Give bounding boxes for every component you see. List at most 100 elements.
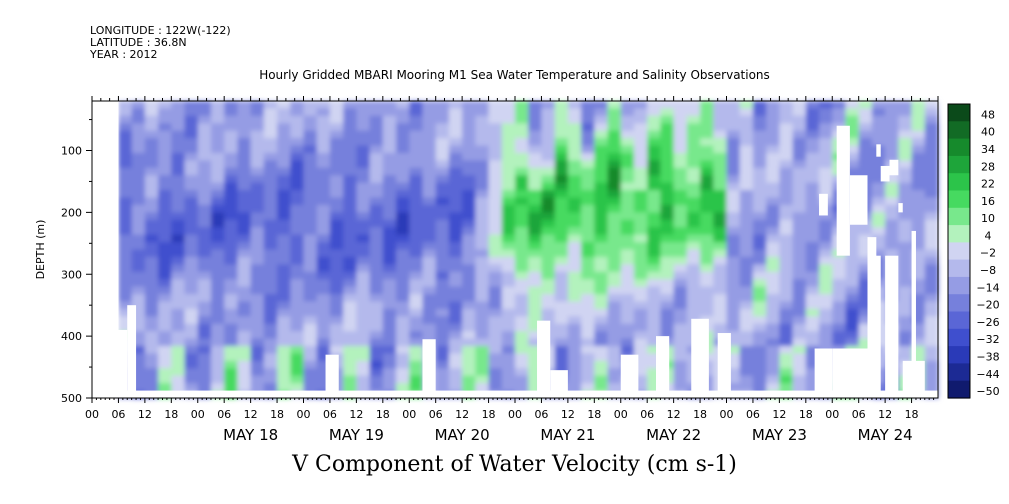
heatmap-cell bbox=[528, 219, 543, 228]
heatmap-cell bbox=[343, 108, 358, 117]
heatmap-cell bbox=[554, 360, 569, 370]
heatmap-cell bbox=[316, 167, 331, 176]
year-label: YEAR : 2012 bbox=[90, 48, 158, 61]
heatmap-cell bbox=[144, 375, 159, 384]
heatmap-cell bbox=[343, 360, 358, 370]
heatmap-cell bbox=[858, 108, 873, 117]
heatmap-cell bbox=[343, 167, 358, 176]
heatmap-cell bbox=[581, 323, 596, 332]
heatmap-cell bbox=[832, 323, 847, 332]
heatmap-cell bbox=[660, 219, 675, 228]
heatmap-cell bbox=[528, 264, 543, 273]
heatmap-cell bbox=[382, 167, 397, 176]
heatmap-cell bbox=[329, 279, 344, 288]
heatmap-cell bbox=[858, 227, 873, 236]
heatmap-cell bbox=[594, 182, 609, 191]
heatmap-cell bbox=[554, 271, 569, 280]
heatmap-cell bbox=[382, 375, 397, 384]
heatmap-cell bbox=[277, 271, 292, 280]
heatmap-cell bbox=[224, 197, 239, 206]
heatmap-cell bbox=[726, 212, 741, 221]
heatmap-cell bbox=[211, 212, 225, 221]
heatmap-cell bbox=[250, 212, 265, 221]
heatmap-cell bbox=[567, 338, 582, 347]
heatmap-cell bbox=[845, 242, 860, 251]
heatmap-cell bbox=[726, 115, 741, 124]
heatmap-cell bbox=[924, 346, 939, 355]
heatmap-cell bbox=[792, 227, 807, 236]
heatmap-cell bbox=[845, 138, 860, 147]
heatmap-cell bbox=[911, 167, 926, 176]
heatmap-cell bbox=[422, 242, 437, 251]
heatmap-cell bbox=[356, 101, 371, 110]
heatmap-cell bbox=[581, 338, 596, 347]
heatmap-cell bbox=[435, 286, 450, 295]
heatmap-cell bbox=[911, 279, 926, 288]
heatmap-cell bbox=[224, 123, 239, 132]
data-gap bbox=[691, 318, 709, 398]
heatmap-cell bbox=[158, 197, 173, 206]
heatmap-cell bbox=[171, 219, 186, 228]
heatmap-cell bbox=[581, 175, 596, 184]
heatmap-cell bbox=[184, 101, 199, 110]
heatmap-cell bbox=[845, 167, 860, 176]
heatmap-cell bbox=[462, 115, 477, 124]
heatmap-cell bbox=[528, 375, 543, 384]
heatmap-cell bbox=[726, 242, 741, 251]
heatmap-cell bbox=[343, 331, 358, 340]
heatmap-cell bbox=[541, 308, 556, 318]
heatmap-cell bbox=[515, 360, 529, 370]
heatmap-cell bbox=[554, 108, 569, 117]
heatmap-cell bbox=[594, 383, 609, 392]
heatmap-cell bbox=[197, 242, 212, 251]
heatmap-cell bbox=[647, 308, 662, 318]
heatmap-cell bbox=[660, 182, 675, 191]
heatmap-cell bbox=[700, 286, 715, 295]
heatmap-cell bbox=[290, 316, 305, 325]
heatmap-cell bbox=[686, 249, 701, 258]
heatmap-cell bbox=[224, 182, 239, 191]
heatmap-cell bbox=[409, 279, 424, 288]
heatmap-cell bbox=[396, 271, 410, 280]
data-gap bbox=[325, 354, 339, 398]
heatmap-cell bbox=[329, 212, 344, 221]
heatmap-cell bbox=[541, 115, 556, 124]
heatmap-cell bbox=[224, 286, 239, 295]
heatmap-cell bbox=[263, 242, 278, 251]
heatmap-cell bbox=[752, 204, 767, 214]
heatmap-cell bbox=[581, 301, 596, 310]
heatmap-cell bbox=[766, 190, 781, 199]
heatmap-cell bbox=[779, 108, 794, 117]
heatmap-cell bbox=[316, 227, 331, 236]
heatmap-cell bbox=[752, 271, 767, 280]
heatmap-cell bbox=[726, 338, 741, 347]
heatmap-cell bbox=[329, 294, 344, 303]
heatmap-cell bbox=[779, 368, 794, 377]
heatmap-cell bbox=[752, 182, 767, 191]
heatmap-cell bbox=[541, 286, 556, 295]
heatmap-cell bbox=[726, 160, 741, 169]
heatmap-cell bbox=[382, 123, 397, 132]
heatmap-cell bbox=[329, 115, 344, 124]
heatmap-cell bbox=[832, 279, 847, 288]
heatmap-cell bbox=[898, 219, 913, 228]
heatmap-cell bbox=[898, 115, 913, 124]
heatmap-cell bbox=[356, 360, 371, 370]
heatmap-cell bbox=[144, 279, 159, 288]
heatmap-cell bbox=[303, 242, 318, 251]
heatmap-cell bbox=[475, 360, 490, 370]
heatmap-cell bbox=[660, 234, 675, 243]
heatmap-cell bbox=[290, 331, 305, 340]
x-tick-label: 12 bbox=[878, 408, 892, 421]
heatmap-cell bbox=[779, 138, 794, 147]
heatmap-cell bbox=[528, 167, 543, 176]
heatmap-cell bbox=[528, 286, 543, 295]
heatmap-cell bbox=[607, 182, 622, 191]
heatmap-cell bbox=[475, 145, 490, 154]
heatmap-cell bbox=[448, 338, 463, 347]
heatmap-cell bbox=[171, 212, 186, 221]
heatmap-cell bbox=[541, 316, 556, 325]
heatmap-cell bbox=[329, 323, 344, 332]
heatmap-cell bbox=[554, 353, 569, 362]
heatmap-cell bbox=[620, 294, 635, 303]
